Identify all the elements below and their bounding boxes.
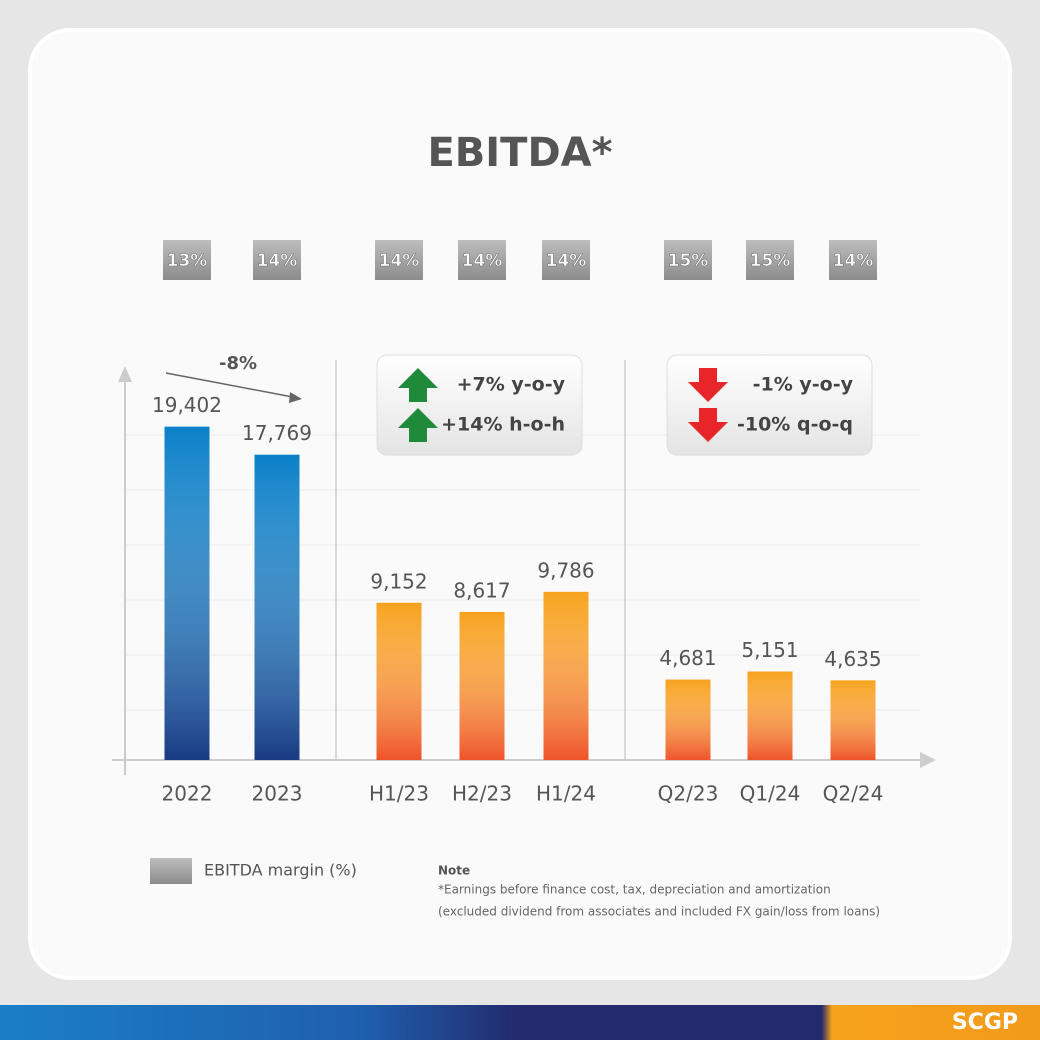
down-arrow xyxy=(688,368,728,402)
x-tick-label: Q1/24 xyxy=(740,782,801,806)
bar-shade xyxy=(543,591,589,760)
legend-swatch xyxy=(150,858,192,884)
margin-label: 14% xyxy=(833,251,874,271)
value-label: 4,681 xyxy=(659,646,716,670)
margin-box xyxy=(375,240,423,280)
value-label: 9,152 xyxy=(370,569,427,593)
change-box xyxy=(376,354,583,456)
note-line: *Earnings before finance cost, tax, depr… xyxy=(438,883,831,897)
note-title: Note xyxy=(438,864,470,878)
value-label: 17,769 xyxy=(242,421,312,445)
margin-label: 14% xyxy=(546,251,587,271)
value-label: 9,786 xyxy=(537,558,594,582)
margin-label: 14% xyxy=(379,251,420,271)
bar-shade xyxy=(164,426,210,760)
bar-shade xyxy=(665,679,711,760)
x-axis-arrow xyxy=(920,752,936,768)
value-label: 19,402 xyxy=(152,393,222,417)
up-arrow xyxy=(398,408,438,442)
note-line: (excluded dividend from associates and i… xyxy=(438,905,880,919)
margin-label: 14% xyxy=(257,251,298,271)
value-label: 5,151 xyxy=(741,638,798,662)
annual-change: -8% xyxy=(219,353,257,374)
trend-arrow-head xyxy=(289,392,302,403)
margin-label: 13% xyxy=(167,251,208,271)
hoh-change: +14% h-o-h xyxy=(441,414,565,436)
up-arrow xyxy=(398,368,438,402)
margin-box xyxy=(458,240,506,280)
x-tick-label: H1/23 xyxy=(369,782,429,806)
change-box xyxy=(666,354,873,456)
yoy-change: -1% y-o-y xyxy=(753,374,854,396)
margin-label: 14% xyxy=(462,251,503,271)
yoy-change: +7% y-o-y xyxy=(457,374,566,396)
brand: SCGP xyxy=(952,1010,1018,1035)
x-tick-label: 2022 xyxy=(162,782,213,806)
down-arrow xyxy=(688,408,728,442)
value-label: 8,617 xyxy=(453,578,510,602)
margin-box xyxy=(253,240,301,280)
x-tick-label: Q2/24 xyxy=(823,782,884,806)
value-label: 4,635 xyxy=(824,647,881,671)
bar-shade xyxy=(254,454,300,760)
bar-shade xyxy=(747,671,793,760)
x-tick-label: H1/24 xyxy=(536,782,596,806)
bar-shade xyxy=(459,611,505,760)
legend-label: EBITDA margin (%) xyxy=(204,861,357,880)
x-tick-label: 2023 xyxy=(252,782,303,806)
bar-shade xyxy=(830,680,876,760)
margin-label: 15% xyxy=(750,251,791,271)
y-axis-arrow xyxy=(118,366,132,382)
margin-box xyxy=(542,240,590,280)
margin-box xyxy=(163,240,211,280)
x-tick-label: H2/23 xyxy=(452,782,512,806)
chart-title: EBITDA* xyxy=(427,130,612,176)
margin-box xyxy=(829,240,877,280)
footer-strip xyxy=(0,1005,1040,1040)
qoq-change: -10% q-o-q xyxy=(737,414,853,436)
x-tick-label: Q2/23 xyxy=(658,782,719,806)
margin-box xyxy=(746,240,794,280)
margin-box xyxy=(664,240,712,280)
margin-label: 15% xyxy=(668,251,709,271)
trend-arrow xyxy=(165,372,299,399)
bar-shade xyxy=(376,602,422,760)
